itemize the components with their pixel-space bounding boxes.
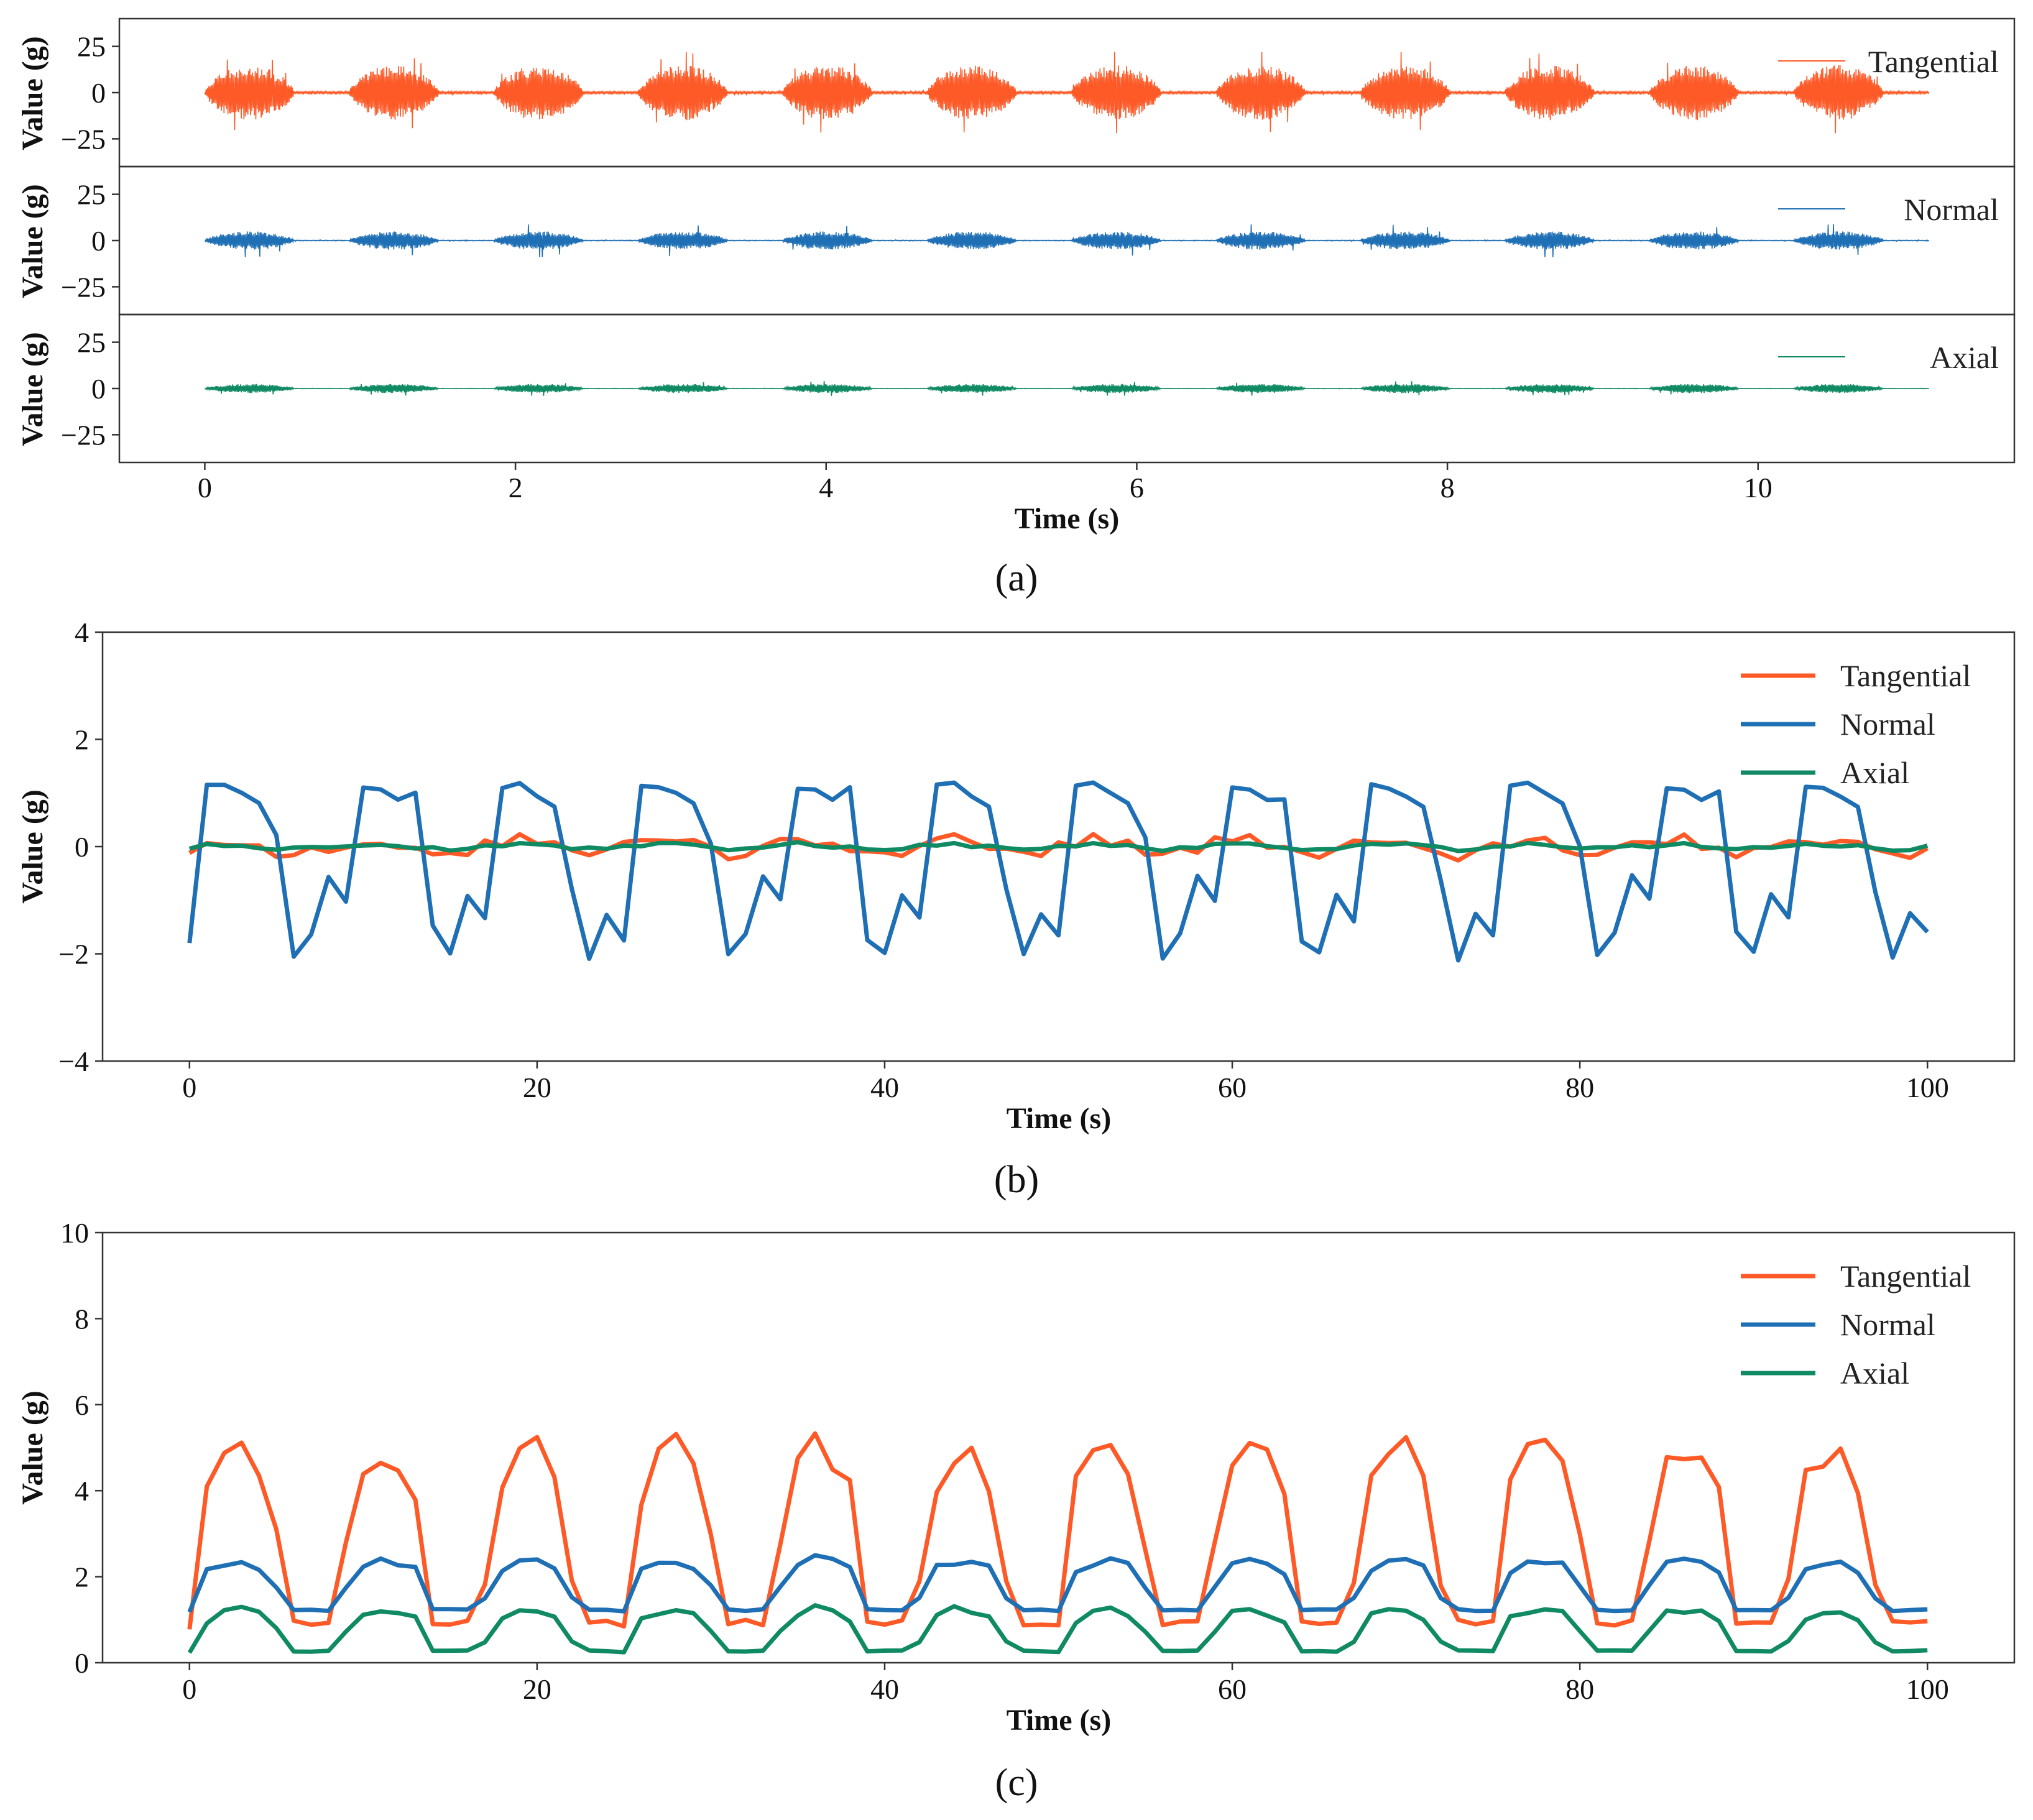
panel-c-xtick-label: 0 bbox=[182, 1673, 196, 1705]
panel-a-ytick-label: 0 bbox=[91, 225, 106, 257]
panel-b-normal-line bbox=[187, 780, 1929, 963]
panel-a-x-ticks: 0 2 4 6 8 10 bbox=[198, 462, 1773, 503]
panel-b-xtick-label: 100 bbox=[1906, 1072, 1949, 1103]
panel-a-axial-signal bbox=[204, 381, 1929, 396]
panel-c-xtick-label: 80 bbox=[1565, 1673, 1594, 1705]
panel-b-ytick-label: 2 bbox=[75, 724, 89, 756]
panel-a-ylabel-axial: Value (g) bbox=[16, 332, 49, 446]
panel-c-plot-area bbox=[187, 1431, 1928, 1655]
panel-a-plot-area bbox=[204, 52, 1930, 396]
panel-c-ytick-label: 4 bbox=[75, 1475, 89, 1507]
panel-c-axial-line bbox=[187, 1603, 1928, 1655]
panel-b-xtick-label: 20 bbox=[523, 1072, 551, 1103]
panel-b-xlabel: Time (s) bbox=[1007, 1102, 1111, 1135]
panel-a-xtick-label: 0 bbox=[198, 472, 212, 503]
panel-a-label: (a) bbox=[995, 557, 1038, 599]
panel-c-xtick-label: 20 bbox=[523, 1673, 551, 1705]
panel-b-y-ticks: −4 −2 0 2 4 bbox=[58, 617, 103, 1077]
panel-a-legends: Tangential Normal Axial bbox=[1778, 44, 1999, 375]
panel-c-xlabel: Time (s) bbox=[1007, 1704, 1111, 1737]
panel-c-legend-label: Tangential bbox=[1840, 1259, 1971, 1294]
panel-c-tangential-line bbox=[187, 1431, 1928, 1630]
panel-b-xtick-label: 60 bbox=[1218, 1072, 1247, 1103]
panel-c-xtick-label: 40 bbox=[870, 1673, 899, 1705]
panel-a-legend-label: Tangential bbox=[1868, 44, 1999, 79]
panel-b-x-ticks: 0 20 40 60 80 100 bbox=[182, 1061, 1949, 1103]
panel-b-ylabel: Value (g) bbox=[16, 789, 49, 904]
panel-b-plot-area bbox=[187, 780, 1929, 963]
panel-a-ytick-label: −25 bbox=[61, 419, 106, 451]
panel-b-ytick-label: 4 bbox=[75, 617, 89, 648]
panel-c-label: (c) bbox=[995, 1762, 1038, 1804]
panel-a-ytick-label: 0 bbox=[91, 373, 106, 405]
panel-a-ytick-label: 25 bbox=[77, 327, 106, 359]
panel-a-xtick-label: 6 bbox=[1130, 472, 1144, 503]
panel-a-xtick-label: 8 bbox=[1441, 472, 1455, 503]
panel-a-ytick-label: −25 bbox=[61, 123, 106, 155]
panel-a-y-ticks: −25 0 25 −25 0 25 −25 0 25 bbox=[61, 31, 119, 451]
panel-c-legend-label: Axial bbox=[1840, 1356, 1909, 1390]
panel-b-legend: Tangential Normal Axial bbox=[1741, 658, 1971, 790]
panel-c-x-ticks: 0 20 40 60 80 100 bbox=[182, 1663, 1949, 1705]
panel-b-axial-line bbox=[188, 840, 1929, 853]
panel-b-ytick-label: 0 bbox=[75, 831, 89, 863]
panel-b-legend-label: Normal bbox=[1840, 707, 1935, 742]
panel-a-xtick-label: 2 bbox=[509, 472, 523, 503]
panel-a-ytick-label: −25 bbox=[61, 271, 106, 303]
panel-a-ytick-label: 0 bbox=[91, 77, 106, 109]
panel-b-label: (b) bbox=[994, 1159, 1039, 1201]
panel-c-xtick-label: 60 bbox=[1218, 1673, 1247, 1705]
panel-a-legend-label: Normal bbox=[1904, 192, 1999, 227]
panel-c-legend-label: Normal bbox=[1840, 1307, 1935, 1342]
panel-c-xtick-label: 100 bbox=[1906, 1673, 1949, 1705]
panel-a-xlabel: Time (s) bbox=[1015, 502, 1119, 535]
panel-c-normal-line bbox=[187, 1553, 1928, 1614]
panel-b-xtick-label: 0 bbox=[182, 1072, 196, 1103]
panel-c-ytick-label: 6 bbox=[75, 1389, 89, 1421]
panel-c-legend: Tangential Normal Axial bbox=[1741, 1259, 1971, 1390]
panel-c-chart: 0 2 4 6 8 10 0 20 40 60 80 100 Tangential Normal Axi… bbox=[16, 1217, 2016, 1804]
panel-a-xtick-label: 4 bbox=[819, 472, 833, 503]
panel-b-legend-label: Axial bbox=[1840, 755, 1909, 790]
panel-a-tangential-signal bbox=[204, 52, 1930, 134]
panel-c-frame bbox=[101, 1231, 2016, 1664]
panel-b-xtick-label: 40 bbox=[870, 1072, 899, 1103]
panel-a-xtick-label: 10 bbox=[1744, 472, 1773, 503]
panel-a-ytick-label: 25 bbox=[77, 31, 106, 63]
panel-c-ytick-label: 0 bbox=[75, 1647, 89, 1679]
panel-c-ytick-label: 2 bbox=[75, 1561, 89, 1593]
panel-b-ytick-label: −4 bbox=[58, 1046, 89, 1077]
panel-c-ytick-label: 8 bbox=[75, 1303, 89, 1335]
panel-b-ytick-label: −2 bbox=[58, 939, 89, 970]
panel-a-legend-label: Axial bbox=[1930, 340, 1999, 375]
panel-a-normal-signal bbox=[204, 224, 1930, 257]
panel-b-xtick-label: 80 bbox=[1565, 1072, 1594, 1103]
panel-c-y-ticks: 0 2 4 6 8 10 bbox=[60, 1217, 103, 1679]
panel-c-ylabel: Value (g) bbox=[16, 1390, 49, 1505]
panel-a-ytick-label: 25 bbox=[77, 179, 106, 211]
panel-a-ylabel-tangential: Value (g) bbox=[16, 36, 49, 150]
panel-a-vibration-signals: −25 0 25 −25 0 25 −25 0 25 0 2 4 6 8 10 Tangential Nor… bbox=[16, 17, 2016, 599]
panel-b-chart: −4 −2 0 2 4 0 20 40 60 80 100 Tangential Normal Axi… bbox=[16, 617, 2016, 1201]
panel-b-legend-label: Tangential bbox=[1840, 658, 1971, 693]
panel-c-ytick-label: 10 bbox=[60, 1217, 89, 1249]
panel-a-ylabel-normal: Value (g) bbox=[16, 184, 49, 298]
